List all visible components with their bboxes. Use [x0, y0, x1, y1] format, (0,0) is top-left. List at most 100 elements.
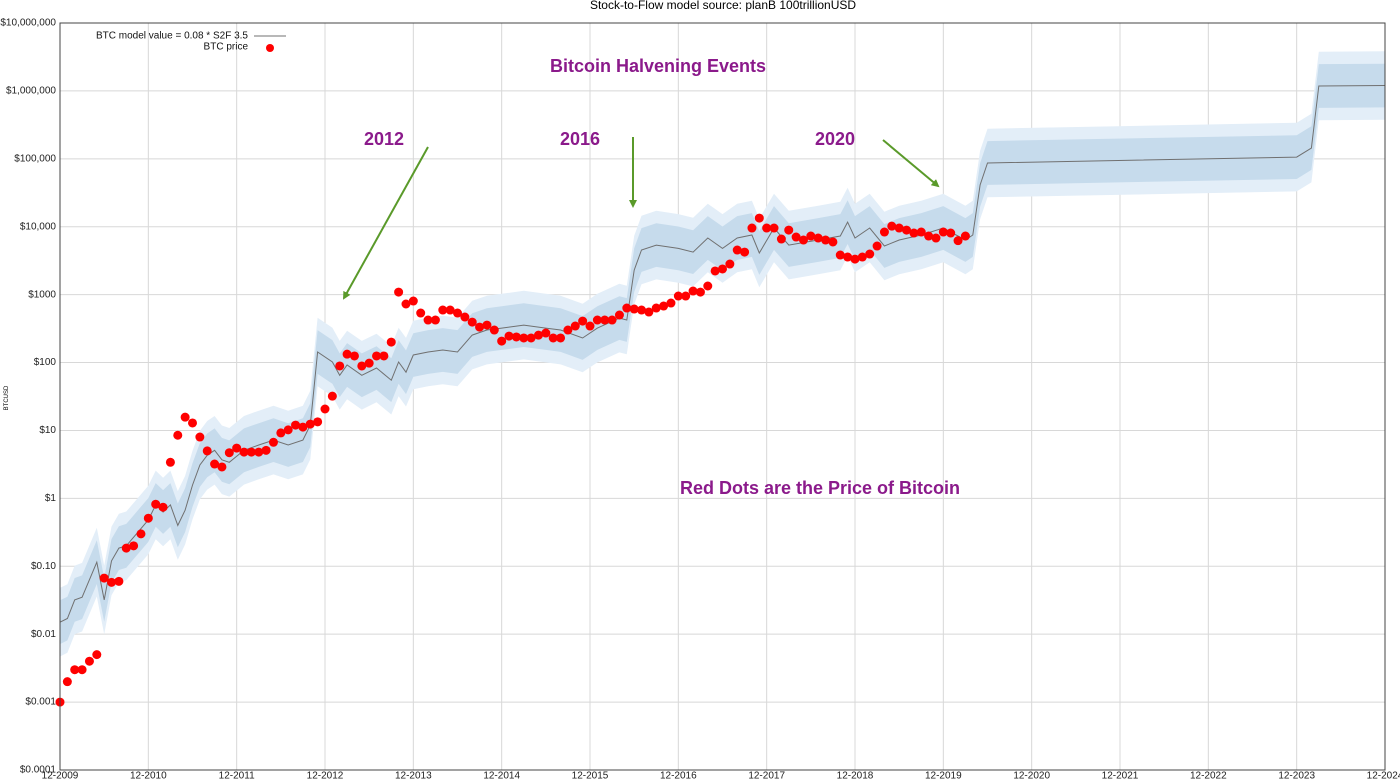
price-dot: [84, 656, 94, 666]
price-dot: [607, 315, 617, 325]
price-dot: [519, 333, 529, 343]
price-dot: [879, 227, 889, 237]
price-dot: [349, 351, 359, 361]
price-dot: [408, 296, 418, 306]
price-dot: [416, 308, 426, 318]
price-dot: [695, 287, 705, 297]
price-dot: [732, 245, 742, 255]
x-tick-label: 12-2024: [1367, 771, 1400, 782]
y-tick-label: $1000: [28, 289, 56, 300]
price-dot: [195, 432, 205, 442]
annotation: 2016: [560, 129, 600, 149]
price-dot: [283, 425, 293, 435]
price-dot: [570, 321, 580, 331]
price-dot: [143, 513, 153, 523]
price-dot: [423, 315, 433, 325]
price-dot: [313, 417, 323, 427]
price-dot: [725, 259, 735, 269]
price-dot: [335, 361, 345, 371]
price-dot: [857, 252, 867, 262]
y-tick-label: $1: [45, 493, 57, 504]
price-dot: [511, 332, 521, 342]
price-dot: [372, 351, 382, 361]
price-dot: [556, 333, 566, 343]
price-dot: [379, 351, 389, 361]
price-dot: [107, 577, 117, 587]
price-dot: [239, 447, 249, 457]
price-dot: [92, 650, 102, 660]
price-dot: [828, 237, 838, 247]
price-dot: [659, 301, 669, 311]
price-dot: [924, 231, 934, 241]
price-dot: [210, 459, 220, 469]
price-dot: [188, 418, 197, 428]
x-tick-label: 12-2018: [837, 771, 874, 782]
bands: [60, 51, 1385, 657]
x-tick-label: 12-2010: [130, 771, 167, 782]
y-tick-label: $0.0001: [20, 765, 57, 776]
price-dot: [151, 499, 161, 509]
price-dot: [916, 227, 926, 237]
price-dot: [902, 225, 912, 235]
price-dot: [835, 250, 845, 260]
price-dot: [600, 315, 610, 325]
price-dot: [114, 576, 124, 586]
plot-frame: [59, 22, 1386, 771]
arrow: [882, 139, 940, 188]
price-dot: [364, 358, 374, 368]
price-dot: [762, 223, 772, 233]
price-dot: [592, 315, 602, 325]
price-dot: [62, 677, 72, 687]
legend-label: BTC model value = 0.08 * S2F 3.5: [96, 31, 248, 42]
annotation: 2012: [364, 129, 404, 149]
x-tick-label: 12-2009: [42, 771, 79, 782]
price-dot: [291, 420, 301, 430]
price-dot: [158, 502, 168, 512]
price-dot: [327, 391, 337, 401]
y-axis-label: BTCUSD: [4, 385, 10, 410]
price-dot: [960, 231, 970, 241]
x-tick-label: 12-2011: [219, 771, 255, 782]
price-dot: [651, 303, 661, 313]
price-dot: [769, 223, 779, 233]
price-dot: [453, 308, 462, 318]
y-tick-label: $0.01: [31, 629, 56, 640]
price-dot: [298, 422, 308, 432]
price-dot: [740, 247, 750, 257]
x-tick-label: 12-2014: [483, 771, 520, 782]
y-tick-label: $10,000,000: [0, 18, 56, 29]
marks: [55, 85, 1386, 707]
annotation: Bitcoin Halvening Events: [550, 56, 766, 76]
price-dot: [276, 428, 286, 438]
price-dot: [430, 315, 440, 325]
price-dot: [129, 541, 139, 551]
price-dot: [99, 573, 109, 583]
price-dot: [173, 430, 183, 440]
x-tick-label: 12-2015: [572, 771, 609, 782]
price-dot: [202, 446, 212, 456]
price-dot: [305, 419, 315, 429]
price-dot: [909, 228, 919, 238]
price-dot: [946, 228, 956, 238]
annotation: 2020: [815, 129, 855, 149]
price-dot: [401, 299, 411, 309]
price-dot: [806, 231, 816, 241]
x-tick-label: 12-2012: [307, 771, 344, 782]
price-dot: [320, 404, 330, 414]
annotation: Red Dots are the Price of Bitcoin: [680, 478, 960, 498]
x-tick-label: 12-2017: [748, 771, 785, 782]
price-dot: [460, 312, 470, 322]
price-dot: [180, 412, 190, 422]
legend-swatch: [266, 44, 274, 52]
price-dot: [394, 287, 404, 297]
price-dot: [165, 457, 175, 467]
arrow: [343, 146, 429, 300]
x-tick-label: 12-2021: [1102, 771, 1139, 782]
y-tick-label: $0.10: [31, 561, 56, 572]
price-dot: [77, 665, 87, 675]
price-dot: [548, 333, 558, 343]
price-dot: [850, 254, 860, 264]
price-dot: [526, 333, 536, 343]
price-dot: [710, 266, 720, 276]
